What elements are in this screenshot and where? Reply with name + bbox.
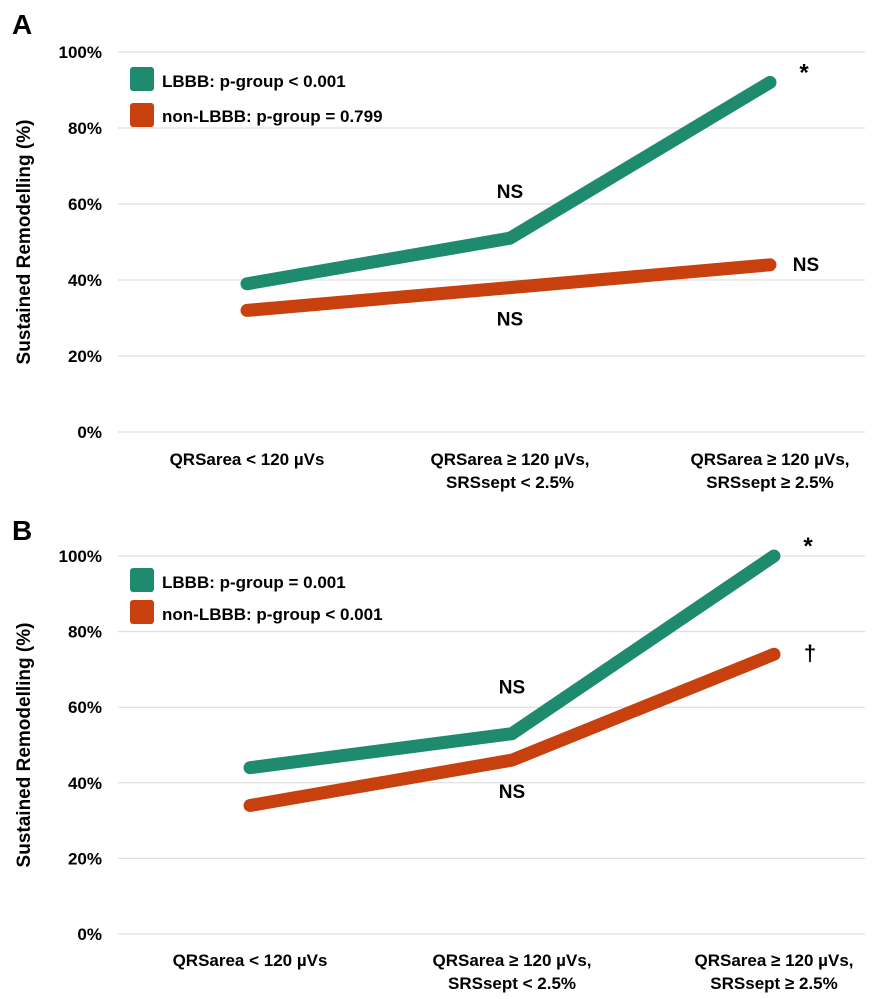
series-line: [243, 647, 781, 812]
chart-panel-b: B 0% 20% 40% 60% 80% 100% Sustained Remodelling…: [12, 515, 865, 993]
y-tick-label: 20%: [68, 849, 102, 868]
legend-swatch: [130, 600, 154, 624]
y-tick-label: 60%: [68, 698, 102, 717]
annotation-label: †: [804, 640, 816, 665]
annotation-label: *: [799, 59, 809, 86]
legend-swatch: [130, 67, 154, 91]
y-tick-label: 80%: [68, 119, 102, 138]
annotation-label: NS: [497, 182, 523, 203]
x-category-line: SRSsept < 2.5%: [448, 974, 576, 993]
annotation-label: *: [803, 533, 813, 560]
legend-label: non-LBBB: p-group < 0.001: [162, 605, 383, 624]
y-tick-label: 0%: [77, 423, 102, 442]
panel-label: B: [12, 515, 32, 546]
y-tick-label: 40%: [68, 774, 102, 793]
y-tick-label: 100%: [59, 43, 102, 62]
annotation-label: NS: [497, 310, 523, 331]
x-category-line: QRSarea < 120 µVs: [170, 450, 325, 469]
x-category-line: QRSarea < 120 µVs: [173, 951, 328, 970]
x-category-line: SRSsept < 2.5%: [446, 473, 574, 492]
y-tick-label: 60%: [68, 195, 102, 214]
annotation-label: NS: [499, 782, 525, 803]
legend-swatch: [130, 103, 154, 127]
y-tick-label: 40%: [68, 271, 102, 290]
x-category-label: QRSarea ≥ 120 µVs, SRSsept < 2.5%: [433, 951, 592, 993]
y-tick-label: 100%: [59, 547, 102, 566]
x-category-line: SRSsept ≥ 2.5%: [710, 974, 837, 993]
x-category-label: QRSarea ≥ 120 µVs, SRSsept ≥ 2.5%: [695, 951, 854, 993]
annotation-label: NS: [793, 255, 819, 276]
x-category-line: QRSarea ≥ 120 µVs,: [433, 951, 592, 970]
legend-swatch: [130, 568, 154, 592]
y-tick-label: 0%: [77, 925, 102, 944]
x-category-line: QRSarea ≥ 120 µVs,: [691, 450, 850, 469]
x-category-label: QRSarea ≥ 120 µVs, SRSsept ≥ 2.5%: [691, 450, 850, 492]
series-line: [243, 549, 781, 775]
y-tick-label: 20%: [68, 347, 102, 366]
legend-label: non-LBBB: p-group = 0.799: [162, 107, 383, 126]
annotation-label: NS: [499, 678, 525, 699]
legend-label: LBBB: p-group < 0.001: [162, 72, 346, 91]
x-category-label: QRSarea < 120 µVs: [170, 450, 325, 469]
chart-panel-a: A 0% 20% 40% 60% 80% 100% Sustained Remodelling…: [12, 9, 865, 492]
y-tick-label: 80%: [68, 623, 102, 642]
x-category-label: QRSarea < 120 µVs: [173, 951, 328, 970]
series-line: [240, 75, 777, 291]
x-category-line: SRSsept ≥ 2.5%: [706, 473, 833, 492]
x-category-line: QRSarea ≥ 120 µVs,: [431, 450, 590, 469]
panel-label: A: [12, 9, 32, 40]
series-line: [240, 258, 777, 317]
y-axis-label: Sustained Remodelling (%): [14, 623, 35, 868]
legend-label: LBBB: p-group = 0.001: [162, 573, 346, 592]
y-axis-label: Sustained Remodelling (%): [14, 120, 35, 365]
x-category-line: QRSarea ≥ 120 µVs,: [695, 951, 854, 970]
x-category-label: QRSarea ≥ 120 µVs, SRSsept < 2.5%: [431, 450, 590, 492]
